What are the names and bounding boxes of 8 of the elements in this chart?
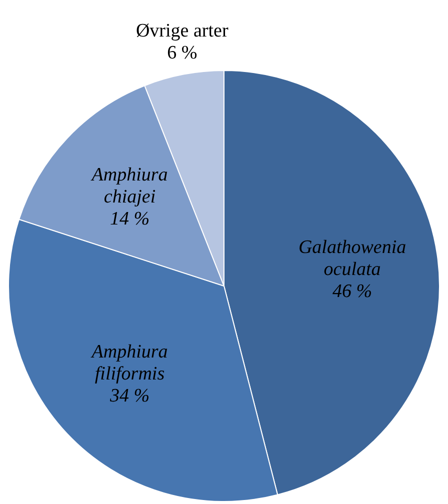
data-label: 14 % <box>110 208 150 230</box>
data-label: 46 % <box>332 280 372 302</box>
slice-label: Amphiura filiformis <box>90 342 168 385</box>
data-label: 6 % <box>167 42 198 64</box>
slice-label: Øvrige arter <box>136 20 229 42</box>
slice-label: Galathowenia oculata <box>298 236 406 280</box>
slice-label: Amphiura chiajei <box>90 164 168 208</box>
data-label: 34 % <box>108 386 150 407</box>
